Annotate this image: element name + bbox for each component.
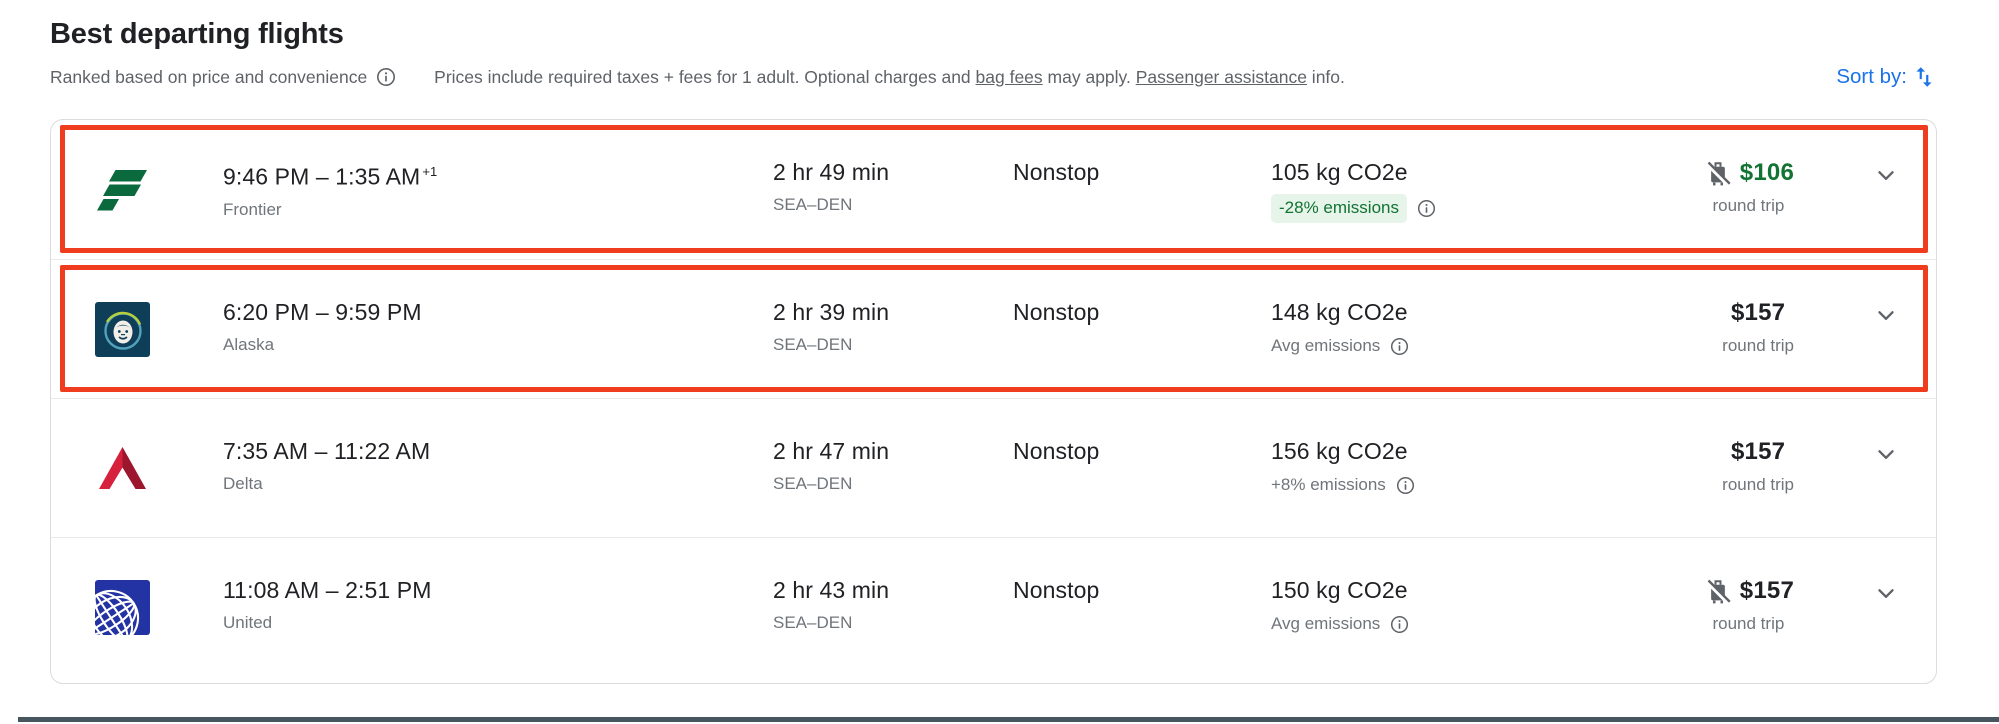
airline-logo-cell — [95, 399, 223, 537]
swap-vert-icon — [1911, 64, 1937, 90]
stops-cell: Nonstop — [1013, 260, 1271, 398]
stops: Nonstop — [1013, 577, 1100, 603]
duration: 2 hr 49 min — [773, 159, 890, 185]
price-cell: $157 round trip — [1601, 260, 1836, 398]
emissions-value: 156 kg CO2e — [1271, 438, 1408, 464]
frontier-logo-icon — [97, 170, 147, 211]
results-subtitle: Ranked based on price and convenience Pr… — [50, 64, 1937, 90]
bag-fees-link[interactable]: bag fees — [975, 66, 1043, 87]
no-carryon-bag-icon — [1703, 576, 1733, 606]
times-cell: 7:35 AM – 11:22 AM Delta — [223, 399, 773, 537]
expand-chevron-icon[interactable] — [1873, 302, 1899, 328]
stops: Nonstop — [1013, 159, 1100, 185]
price-cell: $157 round trip — [1601, 538, 1836, 676]
duration-cell: 2 hr 39 min SEA–DEN — [773, 260, 1013, 398]
duration: 2 hr 47 min — [773, 438, 890, 464]
airline-name: United — [223, 613, 273, 632]
emissions-note: +8% emissions — [1271, 475, 1386, 494]
best-flights-list: 9:46 PM – 1:35 AM +1 Frontier 2 hr 49 min… — [50, 119, 1937, 684]
price: $106 — [1739, 159, 1794, 186]
trip-type: round trip — [1722, 336, 1794, 355]
ranking-note: Ranked based on price and convenience — [50, 67, 396, 88]
airline-name: Frontier — [223, 199, 282, 219]
info-icon[interactable] — [1390, 615, 1409, 634]
page-title: Best departing flights — [50, 18, 344, 50]
emissions-note: Avg emissions — [1271, 614, 1381, 633]
emissions-cell: 105 kg CO2e -28% emissions — [1271, 120, 1601, 259]
price: $157 — [1739, 577, 1794, 604]
price-cell: $106 round trip — [1601, 120, 1836, 259]
flight-times: 9:46 PM – 1:35 AM +1 — [223, 163, 438, 190]
flight-row-alaska[interactable]: 6:20 PM – 9:59 PM Alaska 2 hr 39 min SEA… — [51, 259, 1936, 398]
emissions-cell: 156 kg CO2e +8% emissions — [1271, 399, 1601, 537]
expand-chevron-icon[interactable] — [1873, 162, 1899, 188]
sort-by-button[interactable]: Sort by: — [1836, 64, 1937, 90]
sort-by-label: Sort by: — [1836, 65, 1907, 88]
duration-cell: 2 hr 49 min SEA–DEN — [773, 120, 1013, 259]
flight-row-united[interactable]: 11:08 AM – 2:51 PM United 2 hr 43 min SE… — [51, 537, 1936, 676]
trip-type: round trip — [1712, 614, 1785, 633]
stops-cell: Nonstop — [1013, 538, 1271, 676]
duration-cell: 2 hr 43 min SEA–DEN — [773, 538, 1013, 676]
info-icon[interactable] — [1417, 199, 1436, 218]
no-carryon-bag-icon — [1703, 158, 1733, 188]
route: SEA–DEN — [773, 613, 853, 632]
stops: Nonstop — [1013, 299, 1100, 325]
airline-logo-cell — [95, 260, 223, 398]
stops-cell: Nonstop — [1013, 120, 1271, 259]
emissions-value: 148 kg CO2e — [1271, 299, 1408, 325]
united-logo-icon — [95, 579, 150, 635]
delta-logo-icon — [99, 446, 146, 489]
flight-row-delta[interactable]: 7:35 AM – 11:22 AM Delta 2 hr 47 min SEA… — [51, 398, 1936, 537]
trip-type: round trip — [1712, 196, 1785, 215]
emissions-note: Avg emissions — [1271, 336, 1381, 355]
duration-cell: 2 hr 47 min SEA–DEN — [773, 399, 1013, 537]
expand-chevron-icon[interactable] — [1873, 441, 1899, 467]
route: SEA–DEN — [773, 195, 853, 214]
route: SEA–DEN — [773, 335, 853, 354]
duration: 2 hr 43 min — [773, 577, 890, 603]
times-cell: 11:08 AM – 2:51 PM United — [223, 538, 773, 676]
price: $157 — [1730, 438, 1786, 465]
emissions-cell: 148 kg CO2e Avg emissions — [1271, 260, 1601, 398]
fees-note: Prices include required taxes + fees for… — [434, 66, 1345, 87]
passenger-assistance-link[interactable]: Passenger assistance — [1135, 66, 1307, 87]
info-icon[interactable] — [376, 67, 396, 87]
price: $157 — [1730, 299, 1786, 326]
info-icon[interactable] — [1390, 337, 1409, 356]
route: SEA–DEN — [773, 474, 853, 493]
emissions-value: 105 kg CO2e — [1271, 159, 1408, 185]
flight-times: 11:08 AM – 2:51 PM — [223, 577, 432, 603]
airline-logo-cell — [95, 120, 223, 259]
times-cell: 9:46 PM – 1:35 AM +1 Frontier — [223, 120, 773, 259]
flight-times: 7:35 AM – 11:22 AM — [223, 438, 431, 464]
flight-times: 6:20 PM – 9:59 PM — [223, 299, 422, 325]
airline-name: Alaska — [223, 335, 275, 354]
alaska-logo-icon — [95, 301, 150, 357]
section-divider-bar — [18, 717, 1999, 722]
airline-name: Delta — [223, 474, 263, 493]
info-icon[interactable] — [1396, 476, 1415, 495]
emissions-note: -28% emissions — [1271, 194, 1407, 223]
price-cell: $157 round trip — [1601, 399, 1836, 537]
stops-cell: Nonstop — [1013, 399, 1271, 537]
stops: Nonstop — [1013, 438, 1100, 464]
emissions-value: 150 kg CO2e — [1271, 577, 1408, 603]
flight-row-frontier[interactable]: 9:46 PM – 1:35 AM +1 Frontier 2 hr 49 min… — [51, 120, 1936, 259]
emissions-cell: 150 kg CO2e Avg emissions — [1271, 538, 1601, 676]
expand-chevron-icon[interactable] — [1873, 580, 1899, 606]
trip-type: round trip — [1722, 475, 1794, 494]
duration: 2 hr 39 min — [773, 299, 890, 325]
airline-logo-cell — [95, 538, 223, 676]
flights-results-page: Best departing flights Ranked based on p… — [50, 18, 1937, 684]
times-cell: 6:20 PM – 9:59 PM Alaska — [223, 260, 773, 398]
